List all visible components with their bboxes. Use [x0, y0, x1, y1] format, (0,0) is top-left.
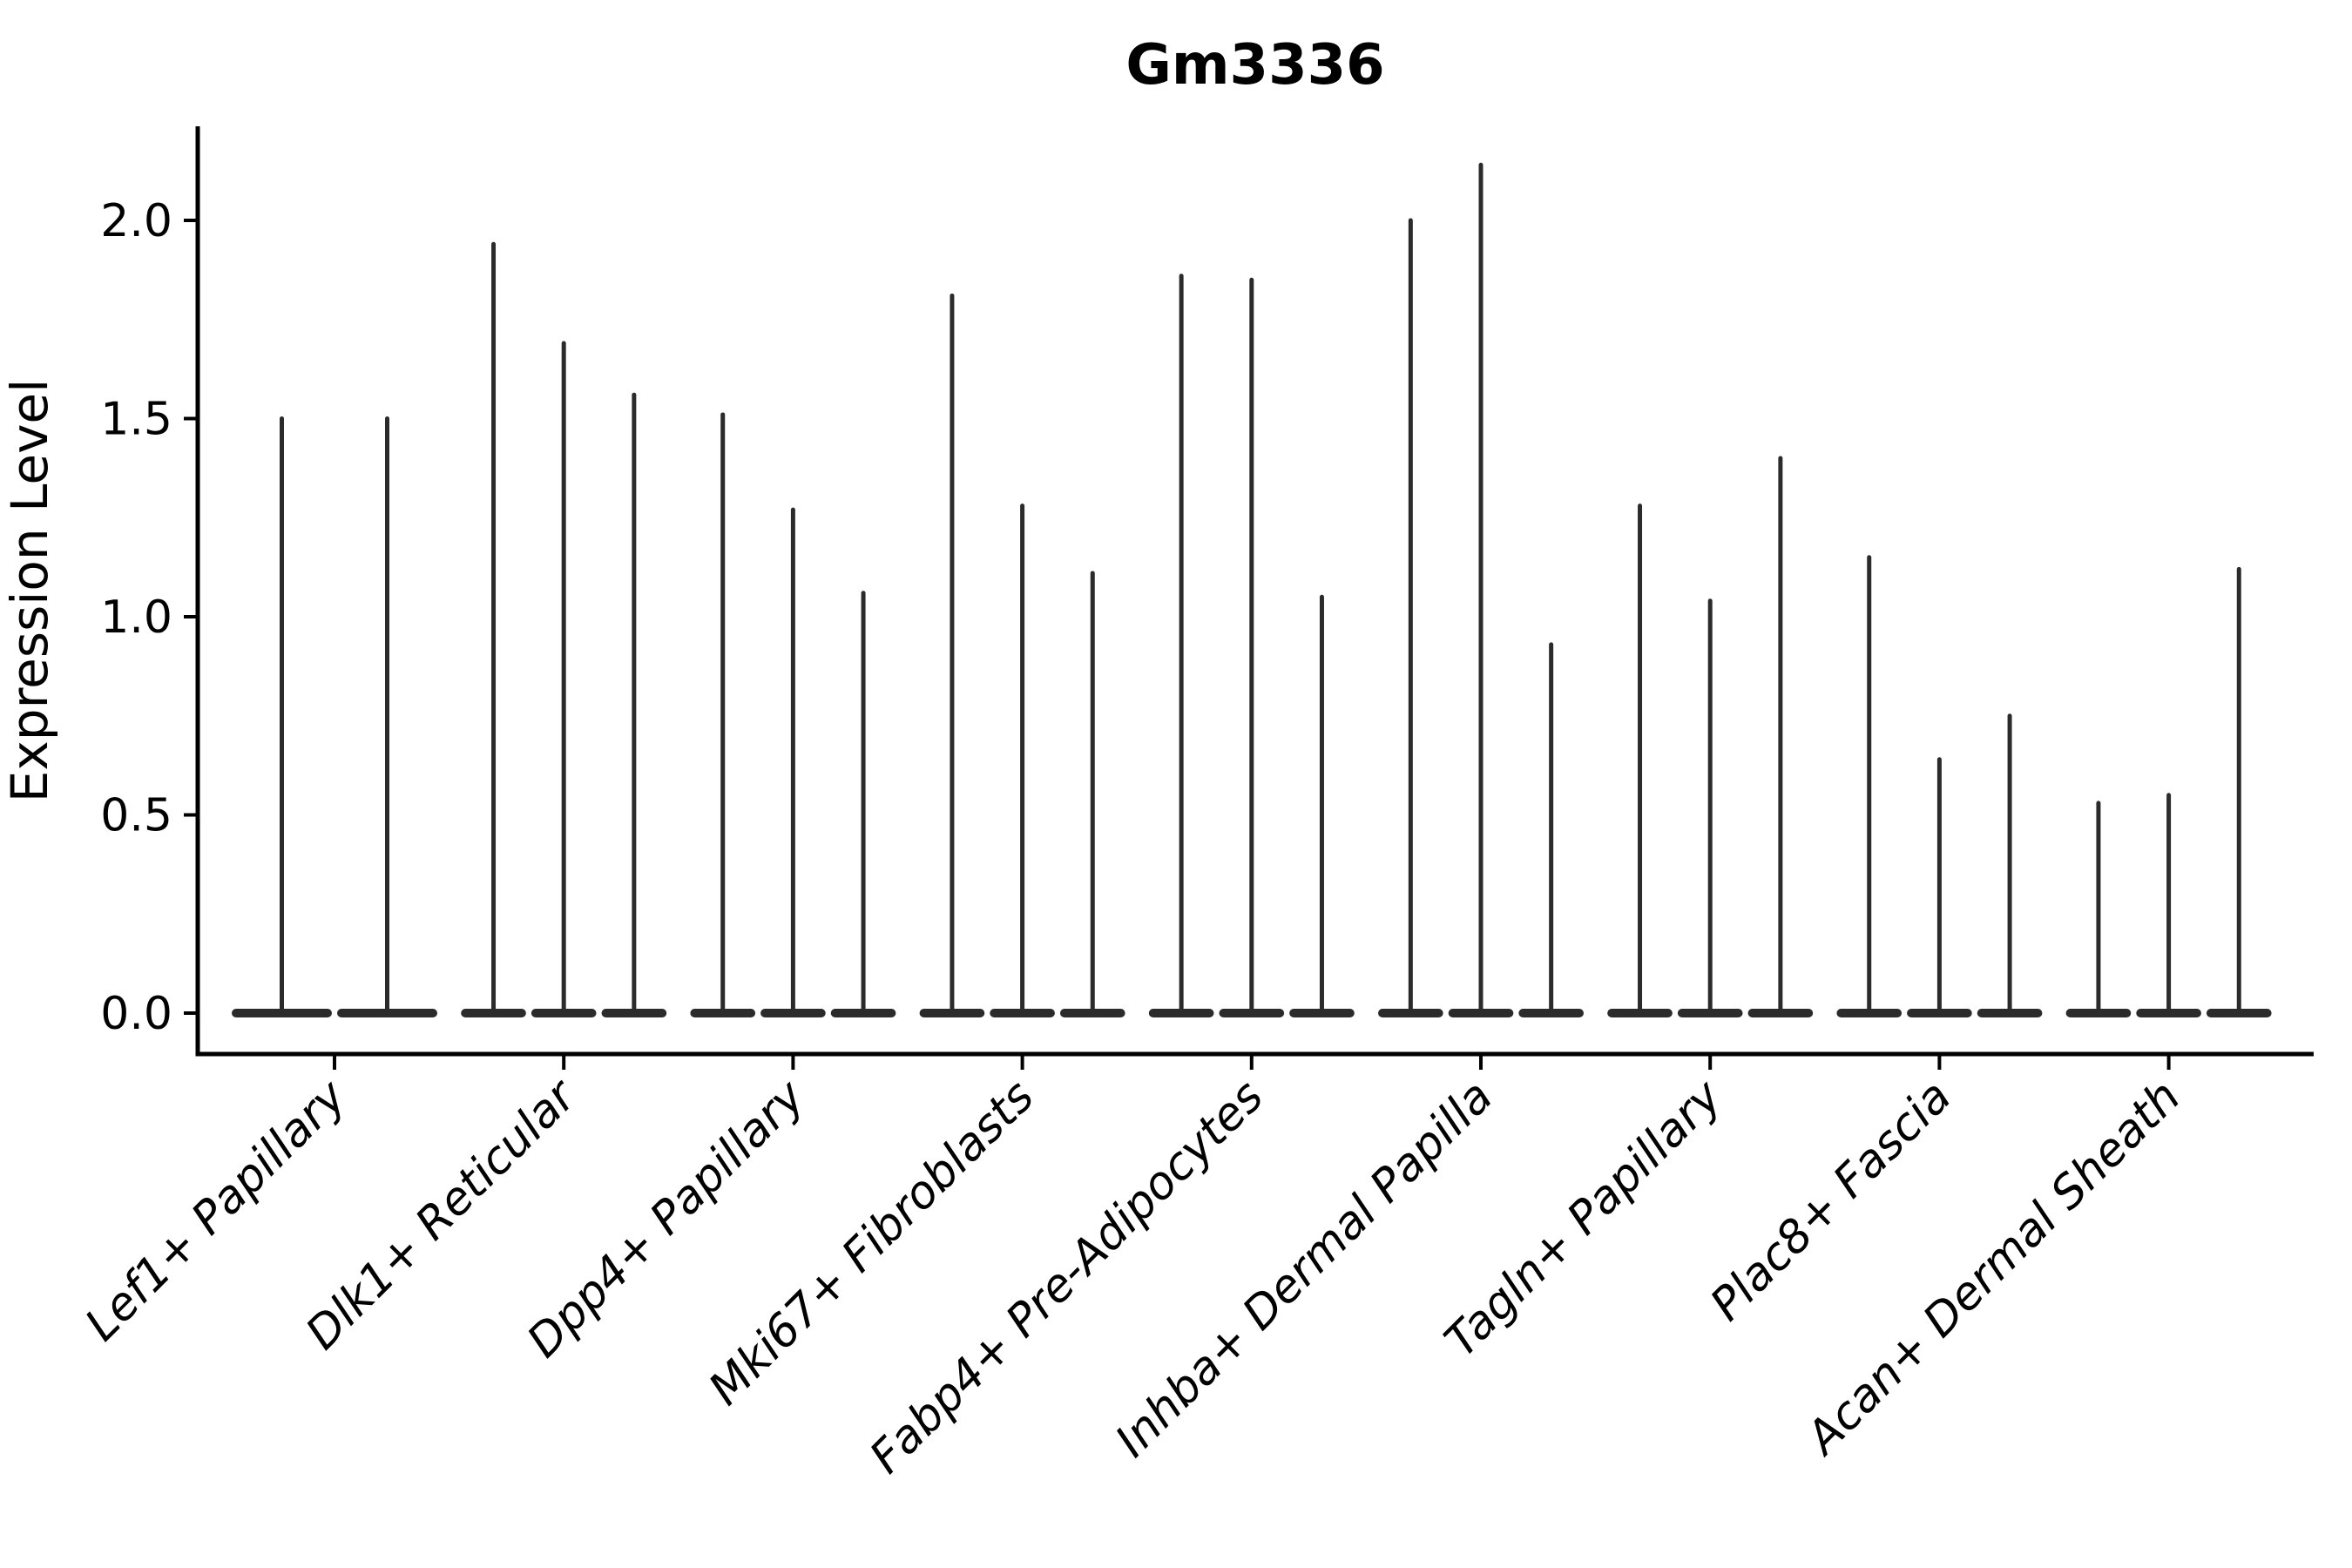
chart-title: Gm3336: [1125, 33, 1384, 98]
y-tick-label: 0.5: [100, 790, 172, 842]
y-tick-label: 1.0: [100, 591, 172, 644]
x-tick-label: Acan+ Dermal Sheath: [1795, 1071, 2191, 1466]
x-tick-label: Fabp4+ Pre-Adipocytes: [860, 1071, 1274, 1484]
axes-layer: [195, 126, 2314, 1057]
y-tick-label: 1.5: [100, 394, 172, 446]
violins-layer: [232, 162, 2272, 1017]
y-tick-label: 2.0: [100, 195, 172, 247]
x-tick-label: Plac8+ Fascia: [1700, 1071, 1961, 1331]
y-axis-title: Expression Level: [0, 379, 59, 802]
y-tick-label: 0.0: [100, 988, 172, 1040]
x-tick-label: Inhba+ Dermal Papilla: [1105, 1071, 1503, 1468]
